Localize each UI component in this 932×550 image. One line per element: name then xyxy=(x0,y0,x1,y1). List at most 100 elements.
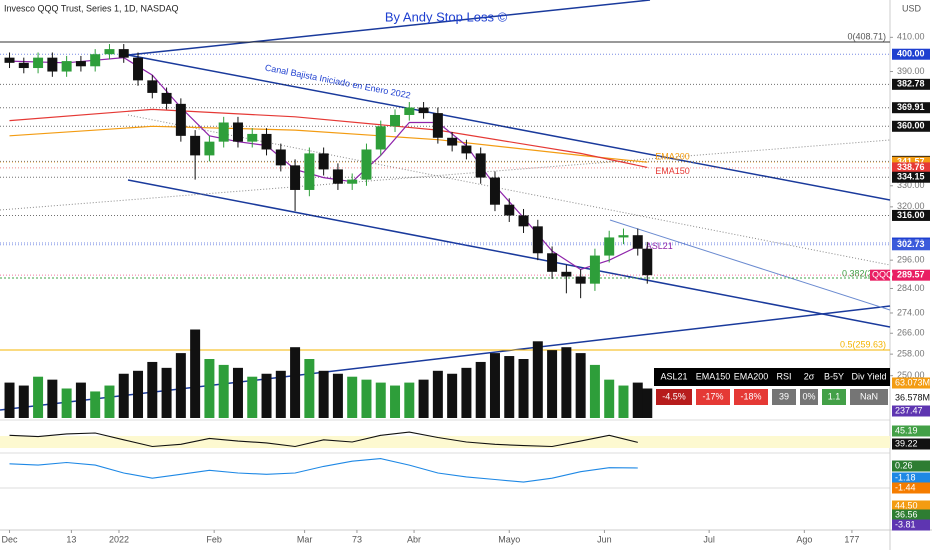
table-header: B-5Y xyxy=(824,371,844,381)
candle-body xyxy=(261,133,272,150)
price-label-box xyxy=(892,162,930,174)
line-name: EMA150 xyxy=(655,166,690,176)
y-tick-label: 296.00 xyxy=(897,255,925,265)
candle-body xyxy=(318,153,329,170)
indicator-label: -1.44 xyxy=(895,482,916,492)
volume-bar xyxy=(518,359,529,418)
table-header: ASL21 xyxy=(660,371,687,381)
candle-body xyxy=(104,49,115,55)
trend-line xyxy=(609,219,891,311)
candle-body xyxy=(204,141,215,156)
table-header: EMA200 xyxy=(734,371,769,381)
oscillator-line xyxy=(9,458,638,483)
indicator-label-box xyxy=(892,519,930,531)
y-tick-label: 258.00 xyxy=(897,349,925,359)
candle-body xyxy=(290,165,301,190)
volume-bar xyxy=(218,364,229,418)
volume-bar xyxy=(318,370,329,418)
candle-body xyxy=(4,57,15,63)
table-header: RSI xyxy=(776,371,791,381)
candle-body xyxy=(547,253,558,272)
candle-body xyxy=(504,204,515,216)
price-label: 334.15 xyxy=(897,172,925,182)
line-name: EMA200 xyxy=(655,152,690,162)
volume-bar xyxy=(604,379,615,418)
price-label-box xyxy=(892,120,930,132)
price-label-box xyxy=(892,156,930,168)
volume-bar xyxy=(390,385,401,418)
candle-body xyxy=(275,149,286,166)
candle-body xyxy=(232,122,243,142)
indicator-label-box xyxy=(892,438,930,450)
volume-bar xyxy=(47,379,58,418)
indicator-label-box xyxy=(892,377,930,389)
price-label-box xyxy=(892,209,930,221)
x-tick-label: 2022 xyxy=(109,534,129,544)
candle-body xyxy=(575,276,586,284)
volume-bar xyxy=(90,391,101,418)
table-header-cell xyxy=(694,368,732,386)
y-tick-label: 410.00 xyxy=(897,32,925,42)
indicator-label-box xyxy=(892,500,930,512)
volume-bar xyxy=(18,385,29,418)
volume-bar xyxy=(475,361,486,418)
symbol-label: QQQ xyxy=(872,270,893,280)
volume-bar xyxy=(632,382,643,418)
volume-bar xyxy=(589,364,600,418)
volume-bar xyxy=(332,373,343,418)
indicator-label-box xyxy=(892,509,930,521)
indicator-label-box xyxy=(892,460,930,472)
volume-bar xyxy=(561,347,572,418)
candle-body xyxy=(432,113,443,138)
chart-title: Invesco QQQ Trust, Series 1, 1D, NASDAQ xyxy=(4,3,179,13)
x-tick-label: 73 xyxy=(352,534,362,544)
table-header-cell xyxy=(770,368,798,386)
candle-body xyxy=(518,215,529,227)
indicator-label: 0.26 xyxy=(895,460,913,470)
table-value-cell xyxy=(696,389,730,405)
volume-bar xyxy=(547,350,558,418)
y-tick-label: 390.00 xyxy=(897,66,925,76)
price-label-box xyxy=(892,102,930,114)
table-value: -4.5% xyxy=(662,391,686,401)
x-tick-label: Feb xyxy=(206,534,222,544)
indicator-label: -3.81 xyxy=(895,519,916,529)
y-tick-label: 320.00 xyxy=(897,201,925,211)
price-label-box xyxy=(892,48,930,60)
volume-bar xyxy=(247,376,258,418)
indicator-label: 237.47 xyxy=(895,405,923,415)
candle-body xyxy=(618,235,629,238)
y-tick-label: 274.00 xyxy=(897,307,925,317)
chart-subtitle: By Andy Stop Loss © xyxy=(385,9,508,24)
candle-body xyxy=(47,57,58,72)
volume-bar xyxy=(147,361,158,418)
indicator-label-box xyxy=(892,482,930,494)
x-tick-label: Dec xyxy=(2,534,19,544)
x-tick-label: Abr xyxy=(407,534,421,544)
price-label: 360.00 xyxy=(897,121,925,131)
candle-body xyxy=(561,271,572,277)
x-tick-label: Jun xyxy=(597,534,612,544)
candle-body xyxy=(161,92,172,104)
indicator-label-box xyxy=(892,405,930,417)
candle-body xyxy=(390,114,401,127)
currency-label: USD xyxy=(902,3,922,13)
line-name: ASL21 xyxy=(646,241,673,251)
y-tick-label: 284.00 xyxy=(897,283,925,293)
candle-body xyxy=(247,133,258,142)
trend-line xyxy=(127,0,651,56)
price-label-box xyxy=(892,239,930,251)
volume-bar xyxy=(161,367,172,418)
table-value-cell xyxy=(800,389,818,405)
price-label: 338.76 xyxy=(897,162,925,172)
candle-body xyxy=(218,122,229,142)
fib-label: 0(408.71) xyxy=(847,31,886,41)
table-value-cell xyxy=(772,389,796,405)
x-tick-label: Mayo xyxy=(498,534,520,544)
candle-body xyxy=(347,179,358,184)
table-value: -17% xyxy=(702,391,723,401)
table-header-cell xyxy=(732,368,770,386)
volume-bar xyxy=(204,359,215,418)
